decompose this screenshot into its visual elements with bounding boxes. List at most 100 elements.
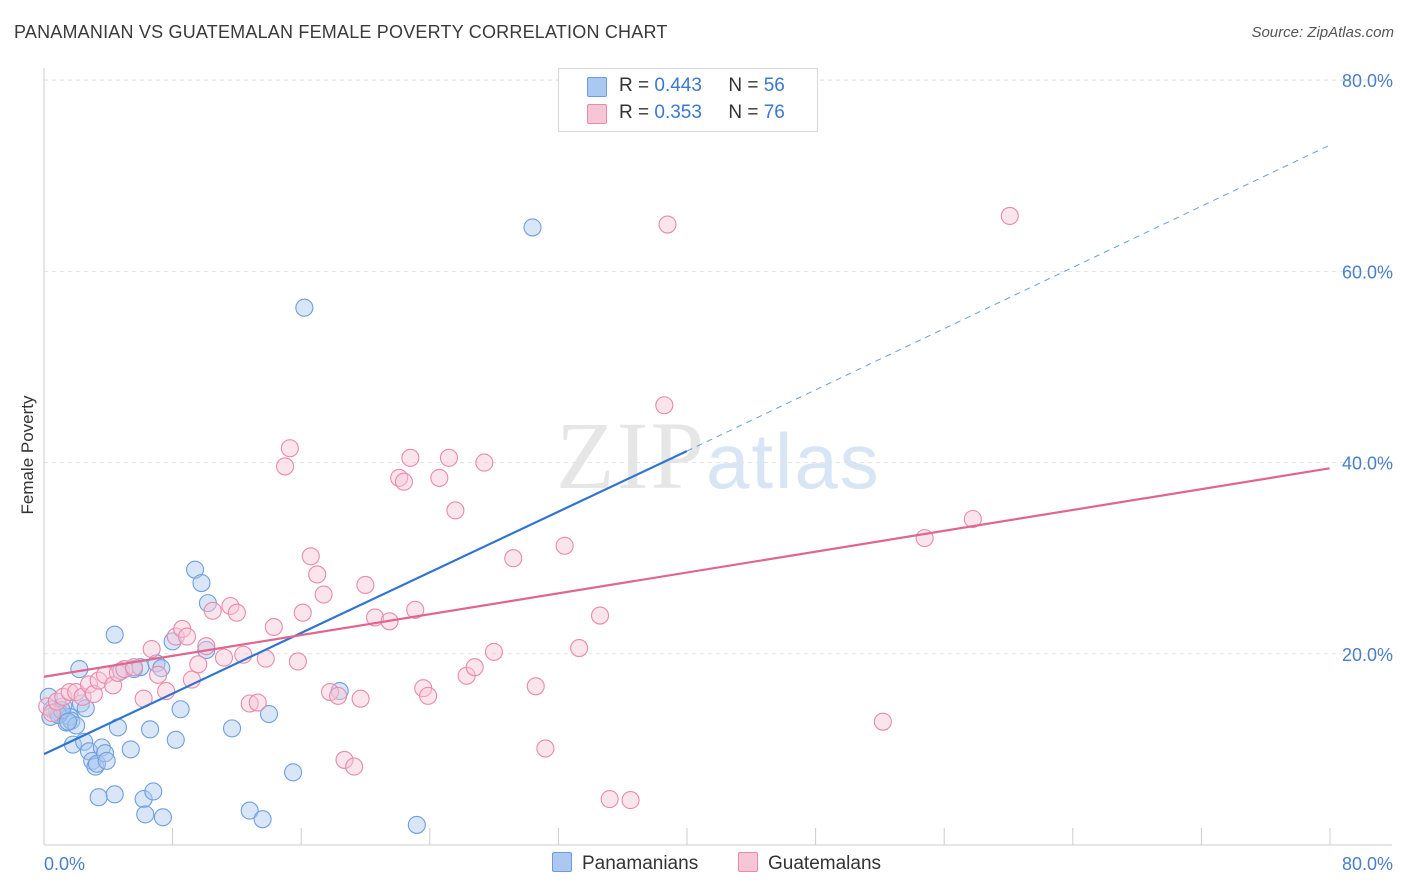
trend-line-panamanians — [43, 450, 688, 756]
correlation-legend: R = 0.443 N = 56 R = 0.353 N = 76 — [558, 68, 818, 132]
point-panamanians — [295, 298, 314, 317]
point-guatemalans — [439, 448, 459, 467]
point-panamanians — [144, 782, 163, 801]
legend-n-label: N = — [728, 75, 759, 96]
source-label: Source: ZipAtlas.com — [1251, 24, 1394, 41]
point-guatemalans — [536, 739, 555, 758]
watermark-atlas: atlas — [706, 417, 881, 505]
bottom-legend-panamanians: Panamanians — [552, 852, 698, 875]
point-panamanians — [96, 744, 115, 763]
bottom-legend-guatemalans: Guatemalans — [738, 852, 881, 875]
y-tick-label: 40.0% — [1342, 454, 1393, 474]
point-panamanians — [89, 788, 108, 807]
x-tick-label: 80.0% — [1342, 854, 1393, 874]
point-guatemalans — [149, 665, 168, 684]
point-guatemalans — [301, 547, 320, 566]
legend-r-value: 0.353 — [654, 102, 702, 123]
trend-line-guatemalans — [43, 467, 1330, 678]
bottom-legend-swatch-blue — [552, 852, 572, 872]
point-panamanians — [163, 632, 182, 651]
point-guatemalans — [142, 639, 161, 659]
point-panamanians — [134, 790, 153, 809]
point-panamanians — [92, 738, 111, 757]
point-guatemalans — [177, 627, 197, 646]
point-guatemalans — [600, 790, 619, 809]
point-panamanians — [121, 740, 140, 759]
point-guatemalans — [658, 215, 677, 234]
point-guatemalans — [570, 639, 589, 658]
bottom-legend-label: Panamanians — [582, 853, 699, 874]
point-guatemalans — [79, 675, 99, 694]
point-guatemalans — [280, 439, 299, 458]
point-guatemalans — [351, 689, 370, 708]
point-guatemalans — [264, 617, 283, 637]
legend-n-value: 56 — [763, 75, 785, 96]
point-guatemalans — [227, 603, 246, 622]
point-guatemalans — [214, 648, 234, 667]
legend-r-label: R = — [619, 75, 650, 96]
x-tick-label: 0.0% — [44, 854, 85, 874]
y-tick-label: 80.0% — [1342, 71, 1393, 91]
point-panamanians — [171, 700, 190, 719]
point-panamanians — [59, 712, 78, 731]
point-guatemalans — [275, 457, 295, 476]
watermark: ZIPatlas — [556, 400, 881, 511]
point-panamanians — [97, 751, 116, 770]
trend-line-panamanians-extension — [686, 144, 1330, 452]
point-guatemalans — [590, 606, 610, 625]
point-panamanians — [153, 808, 172, 827]
point-panamanians — [407, 815, 426, 834]
point-guatemalans — [345, 757, 364, 776]
point-panamanians — [166, 730, 185, 749]
point-panamanians — [76, 699, 95, 718]
point-panamanians — [253, 810, 272, 829]
point-guatemalans — [419, 686, 438, 705]
point-guatemalans — [446, 501, 465, 520]
point-guatemalans — [621, 791, 640, 810]
point-guatemalans — [963, 509, 982, 529]
y-tick-label: 20.0% — [1342, 645, 1393, 665]
point-guatemalans — [335, 750, 354, 769]
point-guatemalans — [314, 585, 333, 604]
point-guatemalans — [288, 652, 307, 671]
point-guatemalans — [401, 448, 420, 467]
point-guatemalans — [84, 684, 103, 704]
point-panamanians — [192, 574, 211, 593]
point-guatemalans — [406, 600, 425, 619]
point-guatemalans — [873, 712, 892, 731]
point-guatemalans — [655, 396, 674, 415]
point-panamanians — [222, 719, 242, 738]
point-guatemalans — [394, 472, 414, 491]
point-panamanians — [136, 805, 155, 824]
point-guatemalans — [221, 596, 240, 616]
point-guatemalans — [308, 565, 327, 584]
chart-title: PANAMANIAN VS GUATEMALAN FEMALE POVERTY … — [14, 22, 668, 42]
point-panamanians — [105, 625, 124, 644]
point-panamanians — [523, 218, 542, 237]
point-panamanians — [141, 720, 160, 739]
point-guatemalans — [1000, 206, 1019, 226]
point-guatemalans — [430, 468, 449, 487]
point-guatemalans — [356, 575, 375, 595]
point-panamanians — [86, 757, 105, 776]
legend-swatch-pink — [587, 104, 607, 124]
legend-swatch-blue — [587, 77, 607, 97]
point-guatemalans — [42, 704, 62, 723]
point-guatemalans — [555, 536, 574, 555]
point-guatemalans — [329, 686, 348, 705]
point-panamanians — [105, 785, 124, 804]
point-guatemalans — [203, 601, 222, 620]
point-panamanians — [259, 704, 279, 724]
point-panamanians — [240, 801, 259, 820]
legend-n-label: N = — [728, 102, 759, 123]
y-tick-label: 60.0% — [1342, 262, 1393, 282]
point-guatemalans — [189, 655, 208, 674]
legend-r-value: 0.443 — [654, 75, 702, 96]
bottom-legend-label: Guatemalans — [768, 853, 882, 874]
bottom-legend-swatch-pink — [738, 852, 758, 872]
point-panamanians — [284, 763, 303, 782]
point-guatemalans — [465, 658, 484, 677]
point-guatemalans — [475, 453, 494, 472]
point-guatemalans — [526, 677, 545, 696]
